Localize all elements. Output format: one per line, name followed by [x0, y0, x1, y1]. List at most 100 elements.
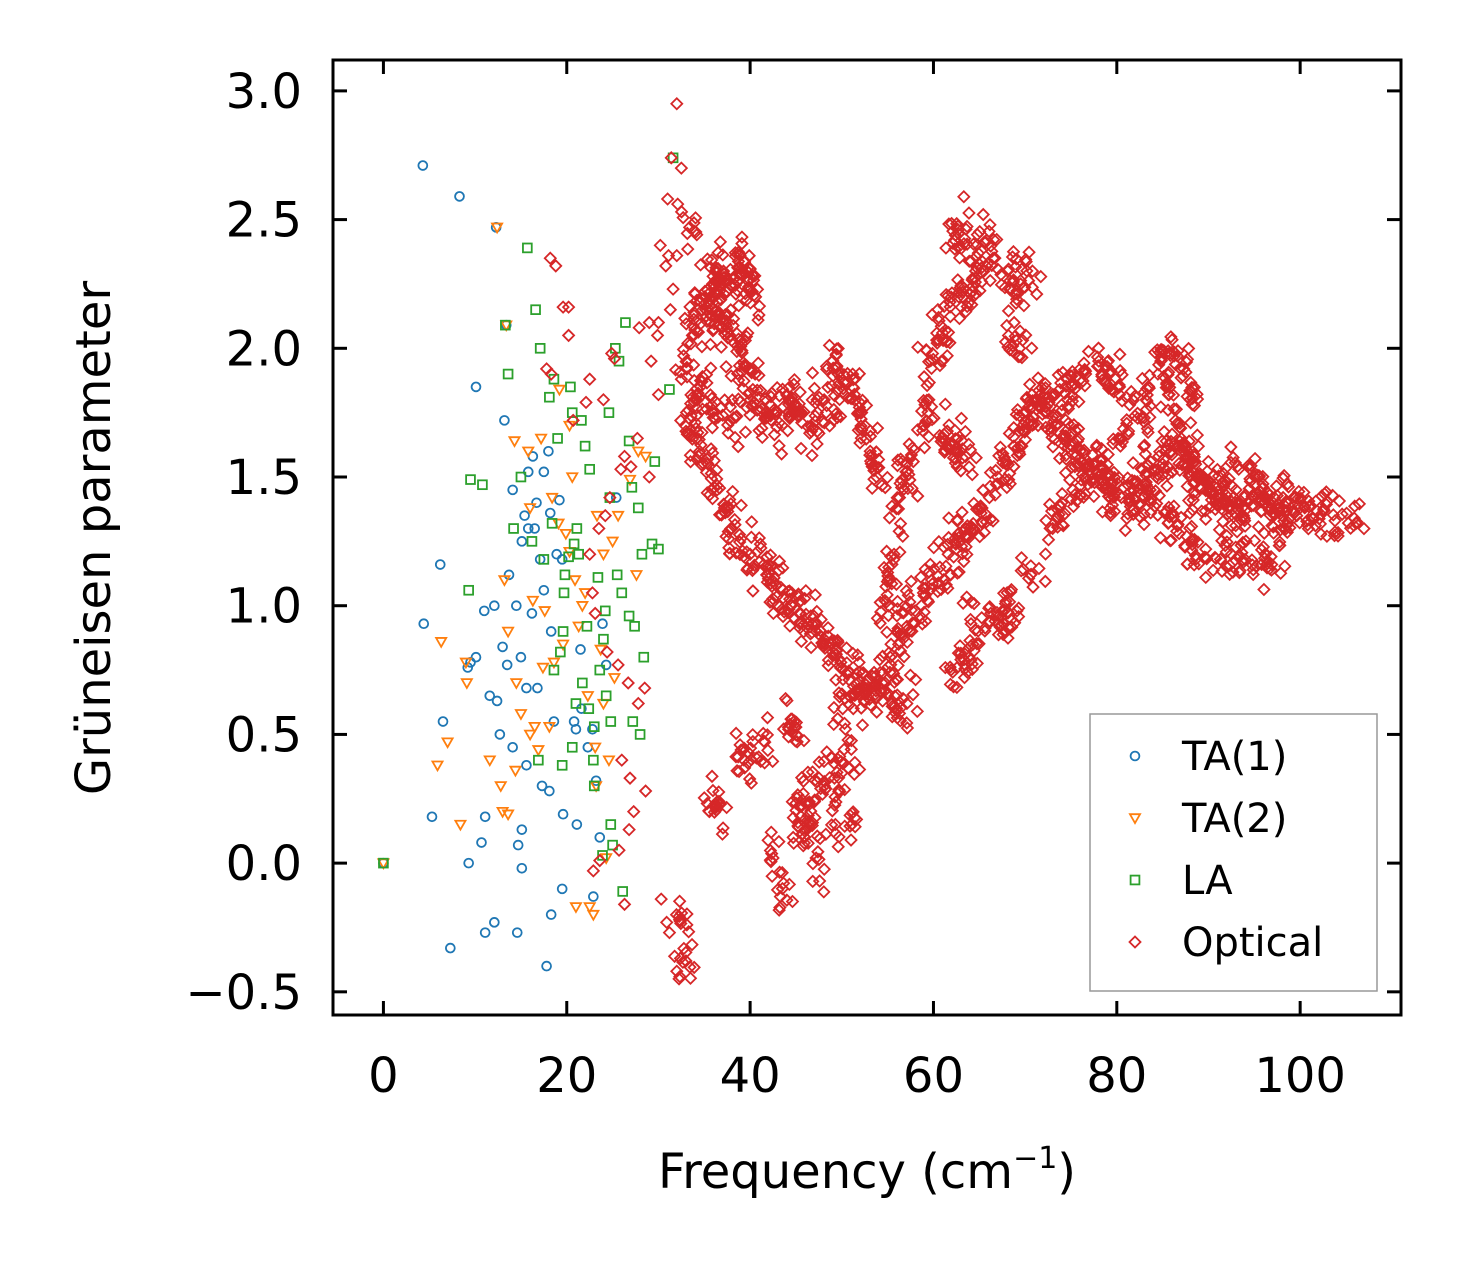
data-point-optical: [674, 205, 689, 219]
data-point-optical: [914, 570, 928, 584]
data-point-optical: [728, 249, 743, 264]
data-point-optical: [832, 784, 846, 799]
data-point-ta-1-: [554, 494, 565, 506]
data-point-optical: [1218, 538, 1232, 553]
data-point-optical: [543, 251, 558, 265]
data-point-optical: [670, 248, 684, 263]
data-point-optical: [795, 793, 809, 807]
data-point-optical: [782, 877, 797, 892]
data-point-optical: [1187, 380, 1202, 394]
data-point-optical: [1112, 432, 1127, 446]
data-point-optical: [1013, 349, 1027, 364]
data-point-optical: [1165, 448, 1179, 462]
data-point-optical: [709, 260, 723, 275]
data-point-optical: [1171, 517, 1185, 532]
data-point-optical: [1000, 585, 1014, 600]
data-point-optical: [901, 481, 915, 496]
data-point-optical: [959, 590, 974, 604]
data-point-optical: [824, 818, 839, 832]
data-point-ta-2-: [605, 536, 620, 549]
data-point-optical: [1000, 480, 1014, 495]
data-point-optical: [716, 248, 730, 262]
data-point-optical: [1077, 362, 1092, 377]
data-point-optical: [791, 815, 805, 830]
data-point-optical: [899, 583, 914, 598]
data-point-optical: [1056, 365, 1070, 380]
data-point-optical: [724, 369, 738, 383]
data-point-ta-1-: [575, 644, 586, 655]
data-point-optical: [807, 793, 822, 807]
data-point-optical: [1260, 491, 1274, 506]
data-point-optical: [630, 431, 645, 446]
data-point-optical: [731, 341, 746, 355]
data-point-optical: [920, 378, 934, 393]
data-point-optical: [914, 404, 929, 418]
data-point-optical: [1107, 490, 1122, 504]
data-point-optical: [734, 498, 748, 513]
data-point-optical: [1012, 424, 1026, 438]
data-point-ta-2-: [430, 760, 445, 773]
data-point-optical: [844, 733, 859, 748]
data-point-optical: [1059, 379, 1073, 394]
data-point-optical: [919, 342, 933, 357]
data-point-optical: [945, 286, 959, 300]
data-point-optical: [843, 819, 857, 833]
data-point-optical: [1243, 474, 1258, 489]
data-point-optical: [781, 730, 796, 744]
data-point-optical: [717, 327, 732, 341]
data-point-optical: [954, 300, 969, 314]
data-point-optical: [1183, 506, 1197, 521]
data-point-optical: [1187, 398, 1202, 413]
data-point-optical: [1357, 521, 1371, 536]
data-point-optical: [1039, 513, 1053, 528]
data-point-optical: [1180, 352, 1195, 366]
axis-ticks: 0 20 40 60 80 100 −0.5 0.0 0.5 1.0 1.5 2.0 2.5 3.0: [185, 60, 1401, 1104]
data-point-optical: [1266, 526, 1281, 540]
data-point-ta-2-: [528, 722, 542, 734]
data-point-ta-2-: [565, 472, 579, 484]
data-point-optical: [758, 392, 773, 406]
data-point-optical: [1038, 547, 1053, 561]
data-point-optical: [796, 774, 811, 788]
data-point-optical: [678, 311, 692, 326]
data-point-optical: [923, 557, 938, 572]
data-point-optical: [721, 532, 736, 546]
data-point-optical: [893, 644, 908, 658]
data-point-optical: [1122, 491, 1137, 506]
data-point-optical: [679, 354, 693, 369]
data-point-ta-1-: [479, 927, 491, 938]
data-point-ta-2-: [581, 691, 595, 703]
data-point-optical: [679, 405, 694, 420]
data-point-optical: [614, 753, 629, 767]
data-point-optical: [1087, 489, 1101, 504]
data-point-optical: [659, 259, 673, 273]
data-point-ta-2-: [497, 575, 512, 587]
data-point-optical: [825, 378, 839, 393]
data-point-optical: [1024, 341, 1039, 355]
data-point-optical: [982, 490, 997, 505]
data-point-optical: [775, 382, 790, 397]
data-point-optical: [829, 347, 843, 362]
data-point-optical: [1009, 407, 1024, 422]
data-point-ta-2-: [523, 729, 537, 742]
data-point-optical: [1011, 601, 1026, 615]
data-point-optical: [1139, 478, 1154, 492]
data-point-optical: [681, 924, 696, 939]
data-point-optical: [1250, 468, 1264, 482]
data-point-optical: [1078, 487, 1093, 502]
data-point-optical: [952, 535, 967, 549]
data-point-optical: [674, 916, 688, 931]
data-point-optical: [642, 315, 657, 330]
data-point-optical: [945, 665, 960, 679]
data-point-optical: [833, 409, 848, 424]
data-point-la: [552, 433, 563, 444]
data-point-optical: [1248, 451, 1262, 466]
data-point-la: [566, 741, 578, 753]
data-point-optical: [765, 386, 779, 400]
data-point-optical: [997, 603, 1012, 618]
data-point-ta-1-: [571, 819, 583, 830]
data-point-optical: [1257, 582, 1271, 597]
data-point-optical: [832, 652, 846, 666]
data-point-optical: [1314, 507, 1328, 522]
data-point-optical: [959, 304, 973, 319]
